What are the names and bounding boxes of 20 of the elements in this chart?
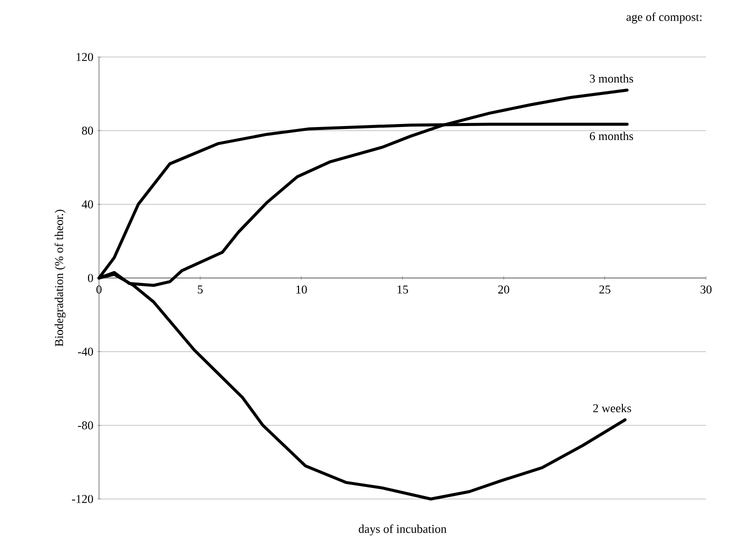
x-tick-label: 25 (599, 285, 610, 294)
y-axis-title: Biodegradation (% of theor.) (54, 210, 66, 346)
series-label: 3 months (590, 74, 634, 83)
legend-title: age of compost: (626, 12, 702, 24)
y-tick-label: 80 (82, 126, 94, 135)
x-tick-label: 20 (498, 286, 510, 294)
y-tick-label: 120 (76, 52, 94, 62)
y-tick-label: -120 (72, 494, 94, 504)
x-tick-label: 5 (198, 286, 203, 294)
series-label: 2 weeks (593, 404, 632, 412)
y-tick-label: -80 (78, 421, 94, 430)
x-tick-label: 15 (398, 286, 408, 294)
y-tick-label: 0 (88, 274, 94, 282)
y-tick-label: 40 (82, 200, 94, 208)
y-tick-label: -40 (78, 348, 94, 356)
x-axis-title: days of incubation (358, 524, 446, 536)
x-tick-label: 0 (96, 286, 102, 294)
series-label: 6 months (590, 132, 634, 140)
x-tick-label: 30 (700, 286, 712, 294)
x-tick-label: 10 (296, 286, 307, 294)
